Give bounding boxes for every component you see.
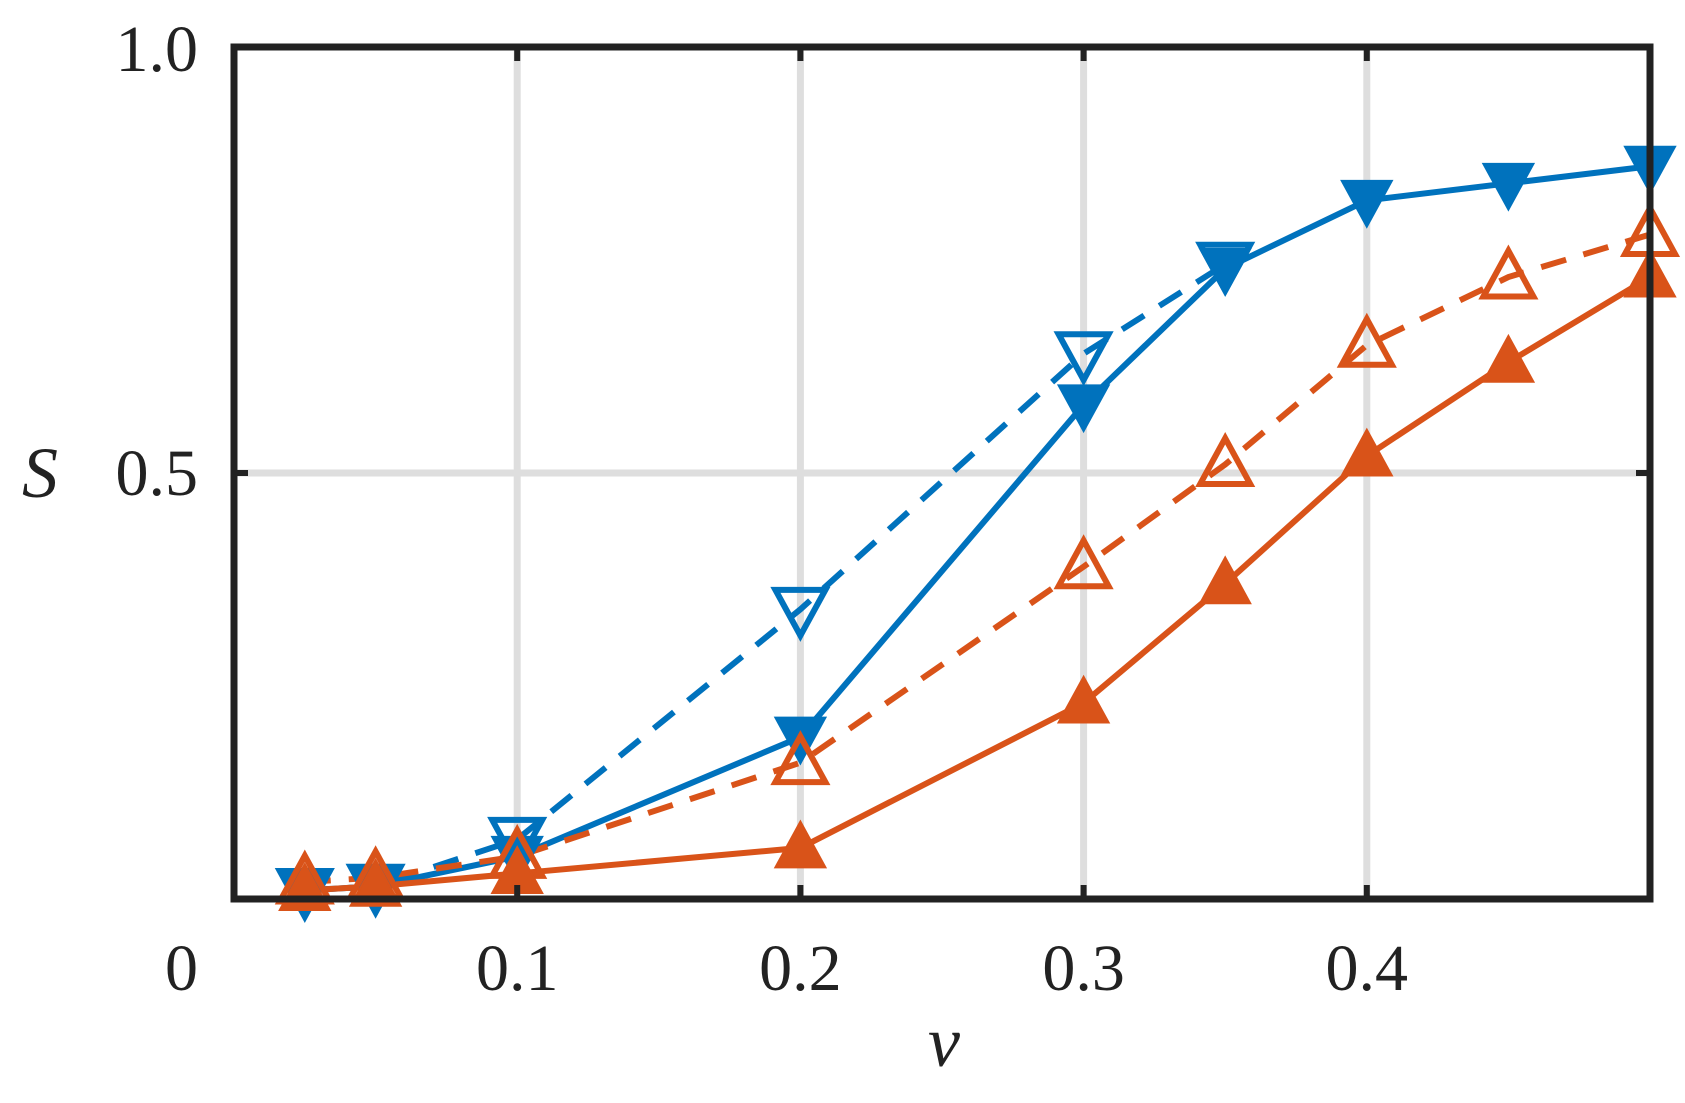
- y-tick-label: 1.0: [116, 13, 199, 86]
- x-axis-label: ν: [928, 1002, 960, 1082]
- x-tick-labels: 0.1 0.2 0.3 0.4: [476, 932, 1408, 1005]
- series-2-point: [1195, 431, 1256, 487]
- series-0-point: [1053, 331, 1114, 387]
- series-0-line: [304, 261, 1227, 894]
- y-axis-label: S: [22, 433, 58, 513]
- y-tick-label: 0.5: [116, 437, 199, 510]
- series-0-point: [770, 586, 831, 642]
- series-3-point: [1056, 674, 1111, 724]
- x-tick-label: 0.1: [476, 932, 559, 1005]
- series-2-point: [1336, 312, 1397, 368]
- series-1-point: [1340, 179, 1394, 229]
- series-2-point: [770, 730, 831, 786]
- series-3-point: [1481, 333, 1536, 383]
- series-1-line: [304, 163, 1651, 894]
- y-tick-labels: 0 0.5 1.0: [116, 13, 199, 1005]
- series-1-point: [1481, 162, 1536, 212]
- series-3-point: [348, 857, 403, 907]
- series-3-point: [773, 819, 828, 869]
- series-1-point: [1056, 384, 1111, 434]
- series-2-point: [1478, 244, 1539, 300]
- series-3-point: [1340, 427, 1394, 477]
- series-2-point: [1053, 534, 1114, 590]
- series-3-line: [304, 274, 1652, 894]
- grid: [234, 47, 1650, 899]
- series-2-line: [304, 231, 1651, 885]
- series-1-point: [1198, 248, 1252, 297]
- series-lines: [304, 163, 1652, 894]
- y-tick-label: 0: [165, 932, 198, 1005]
- x-tick-label: 0.2: [759, 932, 842, 1005]
- tick-marks: [234, 47, 1650, 899]
- x-tick-label: 0.3: [1042, 932, 1125, 1005]
- series-3-point: [1198, 555, 1252, 605]
- x-tick-label: 0.4: [1326, 932, 1409, 1005]
